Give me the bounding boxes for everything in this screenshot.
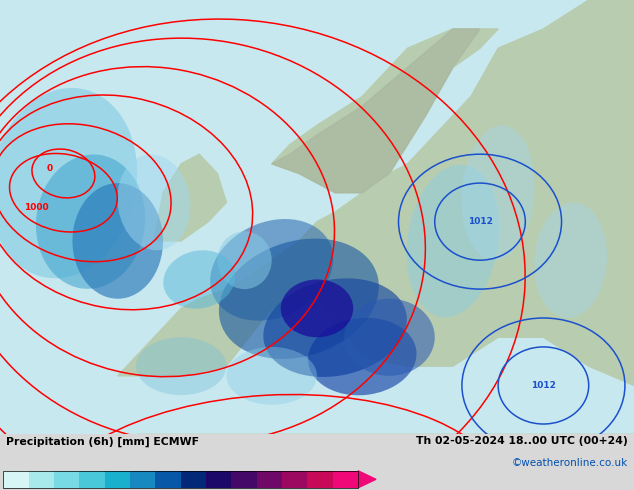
Ellipse shape [226, 347, 317, 405]
Bar [130, 471, 155, 488]
Ellipse shape [462, 125, 534, 260]
Text: ©weatheronline.co.uk: ©weatheronline.co.uk [512, 458, 628, 468]
Text: 0: 0 [47, 164, 53, 173]
Bar [79, 471, 105, 488]
Ellipse shape [0, 88, 137, 278]
Text: Precipitation (6h) [mm] ECMWF: Precipitation (6h) [mm] ECMWF [6, 437, 199, 447]
Ellipse shape [117, 154, 190, 250]
Bar [29, 471, 54, 488]
Bar [54, 471, 79, 488]
Text: 1012: 1012 [531, 381, 556, 390]
Bar [231, 471, 257, 488]
Ellipse shape [217, 231, 272, 289]
Bar [206, 471, 231, 488]
Ellipse shape [263, 278, 407, 377]
Ellipse shape [72, 183, 163, 299]
Polygon shape [358, 471, 376, 488]
Ellipse shape [36, 154, 145, 289]
Bar [307, 471, 333, 488]
Bar [105, 471, 130, 488]
Bar [257, 471, 282, 488]
Ellipse shape [136, 337, 226, 395]
Polygon shape [154, 154, 226, 241]
Bar [155, 471, 181, 488]
Ellipse shape [406, 165, 499, 318]
Ellipse shape [219, 239, 379, 359]
Ellipse shape [281, 279, 353, 337]
Text: Th 02-05-2024 18..00 UTC (00+24): Th 02-05-2024 18..00 UTC (00+24) [416, 437, 628, 446]
Ellipse shape [534, 202, 607, 318]
Ellipse shape [164, 250, 235, 309]
Polygon shape [272, 29, 498, 193]
Ellipse shape [344, 299, 435, 376]
Polygon shape [118, 0, 634, 386]
Polygon shape [272, 29, 480, 193]
Text: 1000: 1000 [24, 203, 49, 212]
Bar [282, 471, 307, 488]
Bar [333, 471, 358, 488]
Text: 1012: 1012 [468, 217, 493, 226]
Bar [3, 471, 29, 488]
Ellipse shape [210, 219, 333, 320]
Ellipse shape [308, 318, 417, 395]
Bar [3, 471, 358, 488]
Bar [181, 471, 206, 488]
